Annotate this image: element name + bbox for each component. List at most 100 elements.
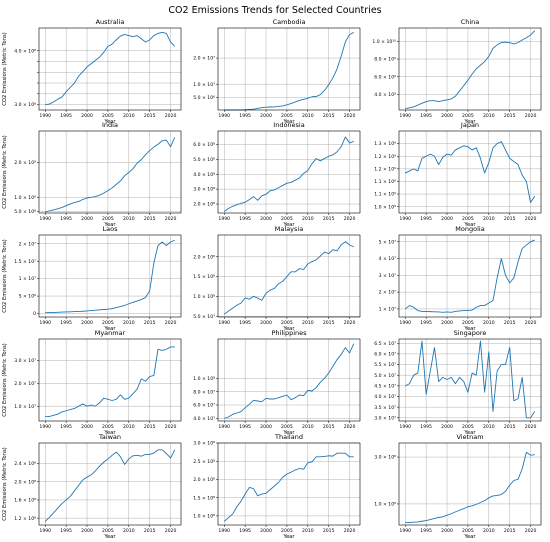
panel-title: Mongolia xyxy=(455,225,484,233)
x-tick-label: 1990 xyxy=(399,528,411,534)
x-axis-label: Year xyxy=(283,430,296,436)
plot-frame xyxy=(217,338,361,422)
x-axis-label: Year xyxy=(283,326,296,332)
x-tick-label: 2005 xyxy=(281,113,293,119)
x-axis-label: Year xyxy=(283,222,296,228)
panel-singapore: 1990 1995 2000 2005 2010 2015 2020 3.0 × 10⁷ 3.5… xyxy=(374,329,542,436)
x-axis-label: Year xyxy=(464,119,477,125)
x-tick-label: 1995 xyxy=(60,216,72,222)
y-tick-label: 1.5 × 10⁷ xyxy=(14,259,36,265)
y-tick-label: 1.0 × 10⁹ xyxy=(374,204,396,210)
plot-frame xyxy=(398,338,542,422)
panel-title: China xyxy=(461,18,480,26)
series-line xyxy=(45,346,175,417)
plot-frame xyxy=(217,27,361,111)
y-tick-label: 2.0 × 10⁸ xyxy=(14,479,36,485)
x-tick-label: 2000 xyxy=(260,528,272,534)
x-tick-label: 2005 xyxy=(281,216,293,222)
x-axis-label: Year xyxy=(104,119,117,125)
plot-frame xyxy=(38,130,182,214)
x-tick-label: 2005 xyxy=(462,216,474,222)
x-tick-label: 2010 xyxy=(123,216,135,222)
y-tick-label: 3.0 × 10⁸ xyxy=(14,102,36,108)
x-tick-label: 1990 xyxy=(399,216,411,222)
x-tick-label: 1995 xyxy=(420,113,432,119)
panel-title: Vietnam xyxy=(456,433,483,441)
x-tick-label: 2015 xyxy=(504,424,516,430)
x-tick-label: 2015 xyxy=(504,216,516,222)
x-tick-label: 2010 xyxy=(302,320,314,326)
y-tick-label: 1.0 × 10⁸ xyxy=(193,513,215,519)
plot-frame xyxy=(398,442,542,526)
y-tick-label: 3.0 × 10⁷ xyxy=(374,415,396,421)
x-tick-label: 2015 xyxy=(144,320,156,326)
x-tick-label: 2015 xyxy=(504,320,516,326)
plot-frame xyxy=(217,130,361,214)
panel-title: Taiwan xyxy=(98,433,121,441)
y-tick-label: 1.2 × 10⁸ xyxy=(14,516,36,522)
x-tick-label: 2020 xyxy=(525,424,537,430)
y-tick-label: 5.0 × 10⁸ xyxy=(193,157,215,163)
y-tick-label: 1.0 × 10⁷ xyxy=(193,82,215,88)
x-tick-label: 1995 xyxy=(60,424,72,430)
y-tick-label: 4.0 × 10⁷ xyxy=(193,416,215,422)
panel-taiwan: 1990 1995 2000 2005 2010 2015 2020 1.2 × 10⁸ 1.6… xyxy=(2,433,182,540)
series-line xyxy=(223,452,354,522)
plot-frame xyxy=(217,442,361,526)
y-tick-label: 1.6 × 10⁸ xyxy=(14,498,36,504)
y-tick-label: 1.0 × 10⁸ xyxy=(193,376,215,382)
y-tick-label: 2.0 × 10⁷ xyxy=(14,381,36,387)
x-tick-label: 2005 xyxy=(462,113,474,119)
panel-laos: 1990 1995 2000 2005 2010 2015 2020 0 5 × 10⁶ 1 × … xyxy=(2,225,182,332)
x-tick-label: 2000 xyxy=(441,424,453,430)
y-tick-label: 1.5 × 10⁸ xyxy=(193,495,215,501)
x-tick-label: 2010 xyxy=(483,320,495,326)
x-tick-label: 2015 xyxy=(323,424,335,430)
x-tick-label: 1995 xyxy=(420,424,432,430)
x-tick-label: 2010 xyxy=(123,113,135,119)
x-tick-label: 2000 xyxy=(441,216,453,222)
panel-myanmar: 1990 1995 2000 2005 2010 2015 2020 1.0 × 10⁷ 2.0… xyxy=(2,329,182,436)
y-axis-label: CO2 Emissions (Metric Tons) xyxy=(2,447,8,520)
plot-frame xyxy=(38,442,182,526)
panel-title: Myanmar xyxy=(95,329,126,337)
plot-frame xyxy=(398,130,542,214)
series-line xyxy=(224,343,355,419)
x-tick-label: 1990 xyxy=(218,424,230,430)
plot-frame xyxy=(38,338,182,422)
y-tick-label: 6.0 × 10⁹ xyxy=(374,74,396,80)
y-tick-label: 5.0 × 10⁷ xyxy=(193,314,215,320)
plot-frame xyxy=(217,234,361,318)
x-tick-label: 2015 xyxy=(144,424,156,430)
x-axis-label: Year xyxy=(283,534,296,540)
series-line xyxy=(223,136,354,212)
x-tick-label: 1990 xyxy=(218,216,230,222)
y-tick-label: 1.5 × 10⁸ xyxy=(193,274,215,280)
x-tick-label: 2005 xyxy=(102,113,114,119)
y-tick-label: 0 xyxy=(33,311,36,317)
y-tick-label: 2.0 × 10⁸ xyxy=(193,254,215,260)
y-tick-label: 5.0 × 10⁸ xyxy=(14,209,36,215)
x-tick-label: 2005 xyxy=(281,528,293,534)
x-tick-label: 1990 xyxy=(39,320,51,326)
y-tick-label: 3.0 × 10⁸ xyxy=(193,187,215,193)
y-tick-label: 3.5 × 10⁷ xyxy=(374,405,396,411)
x-tick-label: 2000 xyxy=(260,113,272,119)
x-tick-label: 1990 xyxy=(399,424,411,430)
series-line xyxy=(45,31,176,106)
x-tick-label: 2005 xyxy=(102,424,114,430)
x-tick-label: 1990 xyxy=(39,216,51,222)
panel-title: India xyxy=(102,121,118,129)
y-tick-label: 6.0 × 10⁸ xyxy=(193,142,215,148)
series-line xyxy=(45,239,175,314)
y-tick-label: 5.0 × 10⁶ xyxy=(193,95,215,101)
x-tick-label: 2020 xyxy=(344,320,356,326)
panel-title: Australia xyxy=(96,18,125,26)
x-tick-label: 2000 xyxy=(81,528,93,534)
x-tick-label: 2010 xyxy=(123,424,135,430)
x-tick-label: 1990 xyxy=(39,528,51,534)
panel-title: Thailand xyxy=(274,433,303,441)
x-tick-label: 2020 xyxy=(165,528,177,534)
x-tick-label: 2010 xyxy=(483,113,495,119)
